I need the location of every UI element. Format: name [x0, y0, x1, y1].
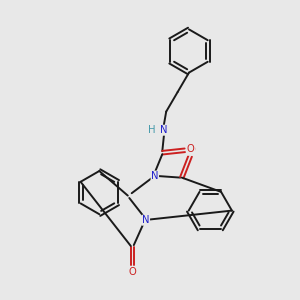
Text: O: O [187, 144, 195, 154]
Text: N: N [142, 215, 150, 225]
Text: O: O [188, 145, 195, 155]
Text: O: O [128, 267, 136, 278]
Text: N: N [151, 171, 159, 181]
Text: N: N [160, 125, 168, 135]
Text: H: H [148, 125, 156, 135]
